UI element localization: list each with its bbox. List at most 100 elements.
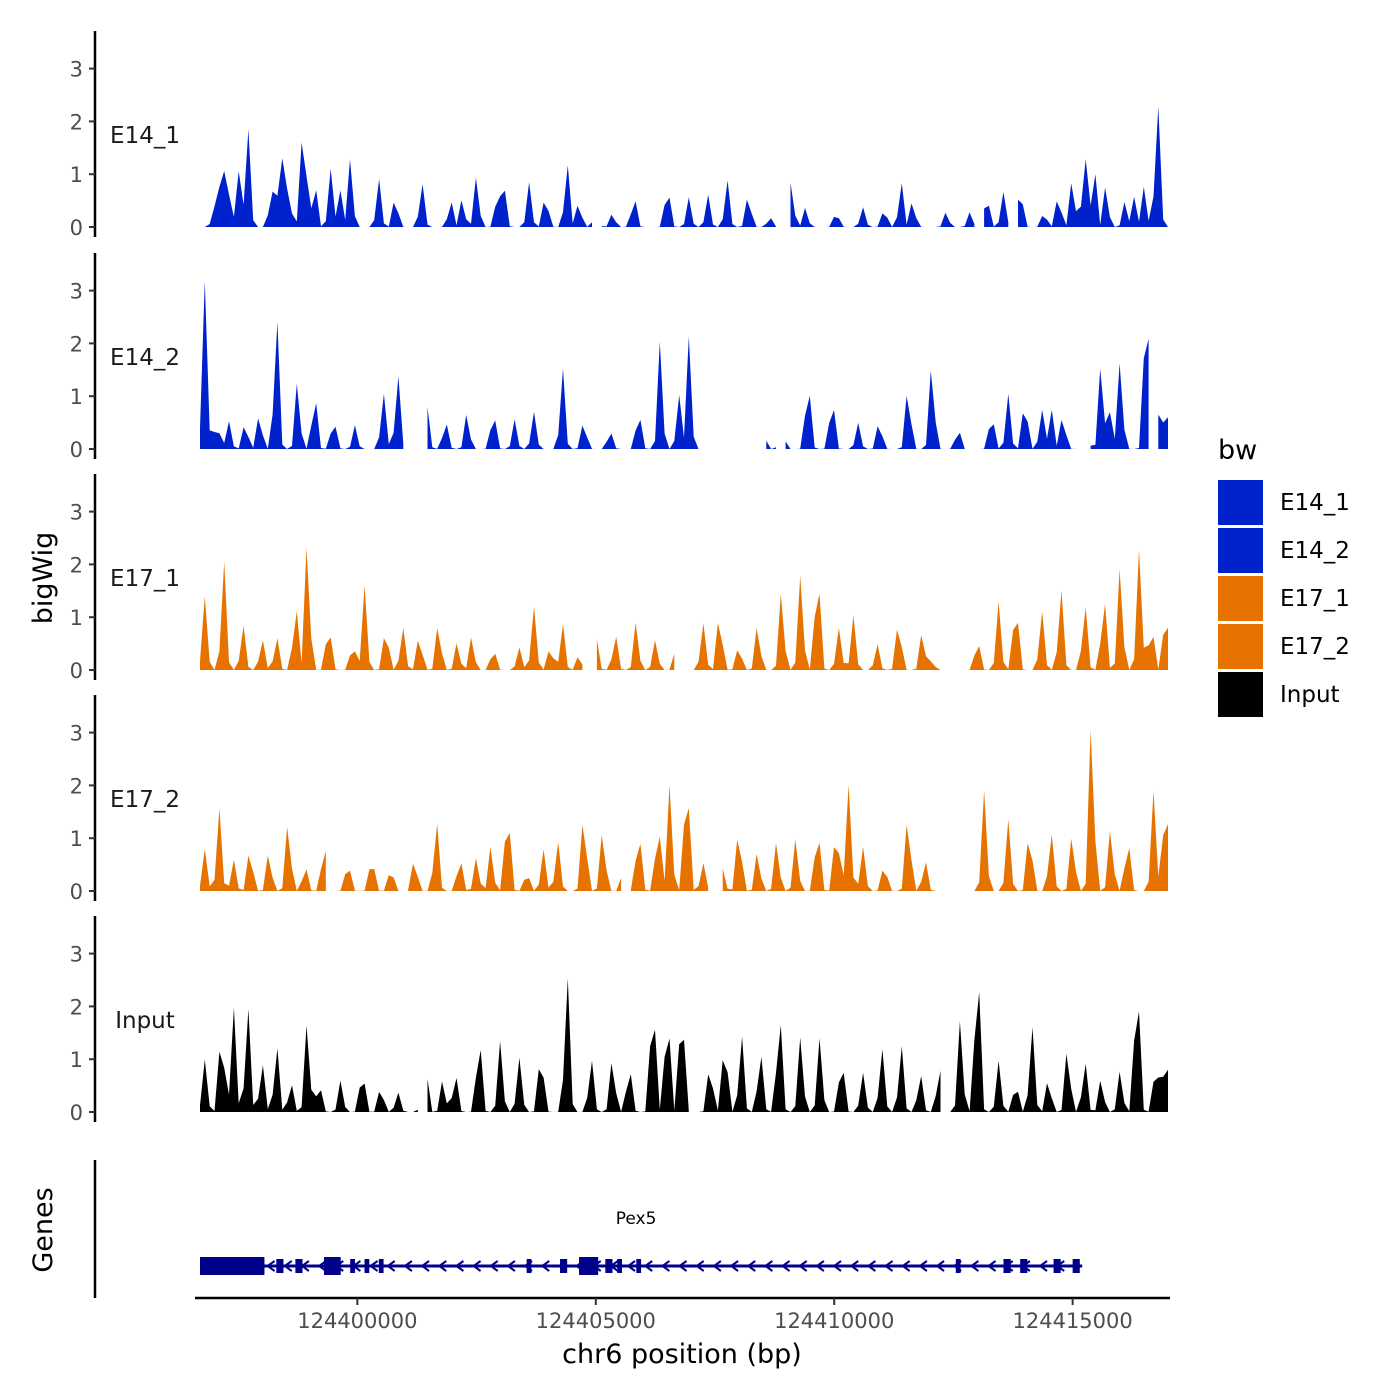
gene-exon bbox=[378, 1259, 384, 1273]
signal-area bbox=[200, 978, 1168, 1112]
strand-arrow bbox=[832, 1260, 842, 1272]
track-label: E14_1 bbox=[110, 123, 180, 149]
track-e17-1: 0 1 2 3 E17_1 bbox=[70, 474, 1168, 683]
strand-arrow bbox=[677, 1260, 688, 1272]
legend-title: bw bbox=[1218, 435, 1257, 466]
strand-arrow bbox=[746, 1260, 756, 1272]
gene-exon bbox=[605, 1259, 613, 1273]
gene-track: Pex5 bbox=[93, 1160, 1083, 1298]
y-tick-label: 0 bbox=[70, 659, 83, 683]
strand-arrow bbox=[918, 1260, 928, 1272]
x-axis-title: chr6 position (bp) bbox=[562, 1339, 802, 1370]
legend-swatch bbox=[1218, 480, 1263, 525]
strand-arrow bbox=[660, 1260, 670, 1272]
strand-arrow bbox=[798, 1260, 808, 1272]
gene-exon bbox=[526, 1259, 532, 1273]
legend-swatch bbox=[1218, 576, 1263, 621]
legend-swatch bbox=[1218, 672, 1263, 717]
legend-swatch bbox=[1218, 624, 1263, 669]
strand-arrow bbox=[901, 1260, 911, 1272]
signal-area bbox=[200, 106, 1168, 227]
y-tick-label: 0 bbox=[70, 1101, 83, 1125]
legend-label: Input bbox=[1280, 682, 1340, 708]
track-e14-2: 0 1 2 3 E14_2 bbox=[70, 253, 1168, 462]
gene-exon bbox=[1003, 1259, 1011, 1273]
x-tick-label: 124415000 bbox=[1013, 1309, 1133, 1333]
y-tick-label: 1 bbox=[70, 385, 83, 409]
strand-arrow bbox=[454, 1260, 464, 1272]
legend-swatch bbox=[1218, 528, 1263, 573]
gene-exon bbox=[276, 1259, 284, 1273]
signal-area bbox=[200, 730, 1168, 891]
y-tick-label: 3 bbox=[70, 58, 83, 82]
gene-exon-coding bbox=[200, 1257, 265, 1275]
legend-label: E17_2 bbox=[1280, 634, 1350, 660]
gene-exon bbox=[1020, 1259, 1028, 1273]
y-tick-label: 0 bbox=[70, 880, 83, 904]
strand-arrow bbox=[386, 1260, 396, 1272]
gene-exon bbox=[560, 1259, 568, 1273]
gene-exon bbox=[617, 1259, 623, 1273]
strand-arrow bbox=[935, 1260, 945, 1272]
strand-arrow bbox=[368, 1260, 379, 1272]
y-tick-label: 0 bbox=[70, 438, 83, 462]
strand-arrow bbox=[1038, 1260, 1048, 1272]
gene-exon bbox=[364, 1259, 370, 1273]
y-tick-label: 1 bbox=[70, 827, 83, 851]
track-label: E17_2 bbox=[110, 787, 180, 813]
gene-name-label: Pex5 bbox=[616, 1209, 657, 1229]
y-axis-title: bigWig bbox=[28, 532, 59, 625]
track-e17-2: 0 1 2 3 E17_2 bbox=[70, 695, 1168, 904]
strand-arrow bbox=[883, 1260, 894, 1272]
legend-label: E14_2 bbox=[1280, 538, 1350, 564]
y-tick-label: 1 bbox=[70, 163, 83, 187]
gene-exon bbox=[1053, 1259, 1061, 1273]
signal-area bbox=[200, 547, 1168, 670]
y-tick-label: 1 bbox=[70, 1048, 83, 1072]
gene-exon-coding bbox=[323, 1257, 341, 1275]
y-tick-label: 2 bbox=[70, 774, 83, 798]
strand-arrow bbox=[969, 1260, 979, 1272]
legend-label: E17_1 bbox=[1280, 586, 1350, 612]
gene-exon-coding bbox=[579, 1257, 599, 1275]
gene-exon bbox=[636, 1259, 642, 1273]
legend-label: E14_1 bbox=[1280, 490, 1350, 516]
y-tick-label: 2 bbox=[70, 110, 83, 134]
gene-exon bbox=[350, 1259, 355, 1273]
track-e14-1: 0 1 2 3 E14_1 bbox=[70, 31, 1168, 240]
strand-arrow bbox=[403, 1260, 413, 1272]
legend: bw E14_1 E14_2 E17_1 E17_2 Input bbox=[1218, 435, 1350, 717]
y-tick-label: 3 bbox=[70, 722, 83, 746]
gene-exon bbox=[1072, 1259, 1080, 1273]
strand-arrow bbox=[437, 1260, 447, 1272]
x-tick-label: 124405000 bbox=[536, 1309, 656, 1333]
track-label: E14_2 bbox=[110, 345, 180, 371]
y-tick-label: 2 bbox=[70, 995, 83, 1019]
strand-arrow bbox=[866, 1260, 876, 1272]
strand-arrow bbox=[626, 1260, 636, 1272]
x-axis: 124400000 124405000 124410000 124415000 bbox=[195, 1296, 1170, 1333]
gene-exon bbox=[955, 1259, 961, 1273]
y-tick-label: 2 bbox=[70, 332, 83, 356]
strand-arrow bbox=[849, 1260, 859, 1272]
y-tick-label: 1 bbox=[70, 606, 83, 630]
y-tick-label: 3 bbox=[70, 280, 83, 304]
strand-arrow bbox=[712, 1260, 722, 1272]
strand-arrow bbox=[763, 1260, 773, 1272]
strand-arrow bbox=[265, 1260, 276, 1272]
y-tick-label: 0 bbox=[70, 216, 83, 240]
strand-arrow bbox=[317, 1260, 327, 1272]
strand-arrow bbox=[815, 1260, 825, 1272]
strand-arrow bbox=[506, 1260, 516, 1272]
strand-arrow bbox=[986, 1260, 997, 1272]
signal-tracks: 0 1 2 3 E14_1 0 1 2 3 E14_2 0 1 2 3 E17_1 0 1 2 3 E17_2 0 1 2 3… bbox=[70, 31, 1168, 1125]
strand-arrow bbox=[643, 1260, 653, 1272]
strand-arrow bbox=[540, 1260, 550, 1272]
gene-exon bbox=[295, 1259, 303, 1273]
strand-arrow bbox=[695, 1260, 705, 1272]
track-label: Input bbox=[115, 1008, 175, 1034]
strand-arrow bbox=[729, 1260, 739, 1272]
strand-arrow bbox=[471, 1260, 482, 1272]
strand-arrow bbox=[780, 1260, 791, 1272]
